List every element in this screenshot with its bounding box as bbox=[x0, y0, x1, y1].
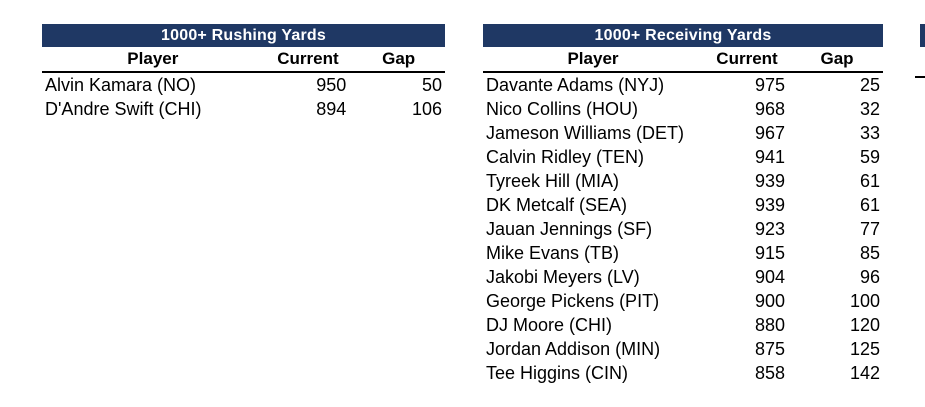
player-cell: Jameson Williams (DET) bbox=[486, 122, 685, 143]
column-header-gap: Gap bbox=[820, 49, 854, 68]
column-header-current: Current bbox=[716, 49, 778, 68]
gap-cell: 85 bbox=[859, 242, 880, 263]
current-cell: 967 bbox=[754, 122, 785, 143]
receiving-yards-table: 1000+ Receiving Yards Player Current Gap… bbox=[483, 24, 883, 385]
clipped-table-rule-fragment bbox=[915, 76, 925, 78]
receiving-column-header-row: Player Current Gap bbox=[483, 47, 883, 73]
current-cell: 923 bbox=[754, 218, 785, 239]
player-cell: Davante Adams (NYJ) bbox=[486, 74, 665, 95]
table-row: George Pickens (PIT) 900 100 bbox=[483, 289, 883, 313]
gap-cell: 33 bbox=[859, 122, 880, 143]
current-cell: 915 bbox=[754, 242, 785, 263]
player-cell: Alvin Kamara (NO) bbox=[45, 74, 197, 95]
table-row: DJ Moore (CHI) 880 120 bbox=[483, 313, 883, 337]
current-cell: 858 bbox=[754, 362, 785, 383]
table-row: Alvin Kamara (NO) 950 50 bbox=[42, 73, 445, 97]
player-cell: Jordan Addison (MIN) bbox=[486, 338, 661, 359]
table-row: Jakobi Meyers (LV) 904 96 bbox=[483, 265, 883, 289]
gap-cell: 25 bbox=[859, 74, 880, 95]
gap-cell: 61 bbox=[859, 170, 880, 191]
column-header-gap: Gap bbox=[382, 49, 416, 68]
column-header-player: Player bbox=[567, 49, 619, 68]
current-cell: 880 bbox=[754, 314, 785, 335]
table-row: Jameson Williams (DET) 967 33 bbox=[483, 121, 883, 145]
player-cell: DJ Moore (CHI) bbox=[486, 314, 613, 335]
gap-cell: 77 bbox=[859, 218, 880, 239]
current-cell: 900 bbox=[754, 290, 785, 311]
player-cell: Calvin Ridley (TEN) bbox=[486, 146, 645, 167]
current-cell: 904 bbox=[754, 266, 785, 287]
gap-cell: 125 bbox=[849, 338, 880, 359]
table-row: DK Metcalf (SEA) 939 61 bbox=[483, 193, 883, 217]
player-cell: Tee Higgins (CIN) bbox=[486, 362, 629, 383]
receiving-table-title: 1000+ Receiving Yards bbox=[483, 24, 883, 47]
current-cell: 939 bbox=[754, 194, 785, 215]
table-row: Jordan Addison (MIN) 875 125 bbox=[483, 337, 883, 361]
gap-cell: 61 bbox=[859, 194, 880, 215]
player-cell: Nico Collins (HOU) bbox=[486, 98, 639, 119]
rushing-table-title: 1000+ Rushing Yards bbox=[42, 24, 445, 47]
table-row: D'Andre Swift (CHI) 894 106 bbox=[42, 97, 445, 121]
gap-cell: 100 bbox=[849, 290, 880, 311]
player-cell: Jauan Jennings (SF) bbox=[486, 218, 653, 239]
column-header-current: Current bbox=[277, 49, 339, 68]
current-cell: 939 bbox=[754, 170, 785, 191]
gap-cell: 120 bbox=[849, 314, 880, 335]
table-row: Calvin Ridley (TEN) 941 59 bbox=[483, 145, 883, 169]
column-header-player: Player bbox=[127, 49, 179, 68]
gap-cell: 50 bbox=[421, 74, 442, 95]
gap-cell: 59 bbox=[859, 146, 880, 167]
player-cell: Mike Evans (TB) bbox=[486, 242, 620, 263]
table-row: Davante Adams (NYJ) 975 25 bbox=[483, 73, 883, 97]
player-cell: Jakobi Meyers (LV) bbox=[486, 266, 640, 287]
table-row: Tyreek Hill (MIA) 939 61 bbox=[483, 169, 883, 193]
clipped-table-title-band bbox=[920, 24, 925, 47]
player-cell: DK Metcalf (SEA) bbox=[486, 194, 628, 215]
current-cell: 950 bbox=[316, 74, 347, 95]
player-cell: Tyreek Hill (MIA) bbox=[486, 170, 620, 191]
current-cell: 975 bbox=[754, 74, 785, 95]
gap-cell: 142 bbox=[849, 362, 880, 383]
player-cell: D'Andre Swift (CHI) bbox=[45, 98, 202, 119]
current-cell: 875 bbox=[754, 338, 785, 359]
rushing-column-header-row: Player Current Gap bbox=[42, 47, 445, 73]
current-cell: 941 bbox=[754, 146, 785, 167]
current-cell: 968 bbox=[754, 98, 785, 119]
gap-cell: 96 bbox=[859, 266, 880, 287]
table-row: Tee Higgins (CIN) 858 142 bbox=[483, 361, 883, 385]
rushing-yards-table: 1000+ Rushing Yards Player Current Gap A… bbox=[42, 24, 445, 121]
table-row: Mike Evans (TB) 915 85 bbox=[483, 241, 883, 265]
gap-cell: 106 bbox=[411, 98, 442, 119]
current-cell: 894 bbox=[316, 98, 347, 119]
player-cell: George Pickens (PIT) bbox=[486, 290, 660, 311]
gap-cell: 32 bbox=[859, 98, 880, 119]
table-row: Nico Collins (HOU) 968 32 bbox=[483, 97, 883, 121]
table-row: Jauan Jennings (SF) 923 77 bbox=[483, 217, 883, 241]
